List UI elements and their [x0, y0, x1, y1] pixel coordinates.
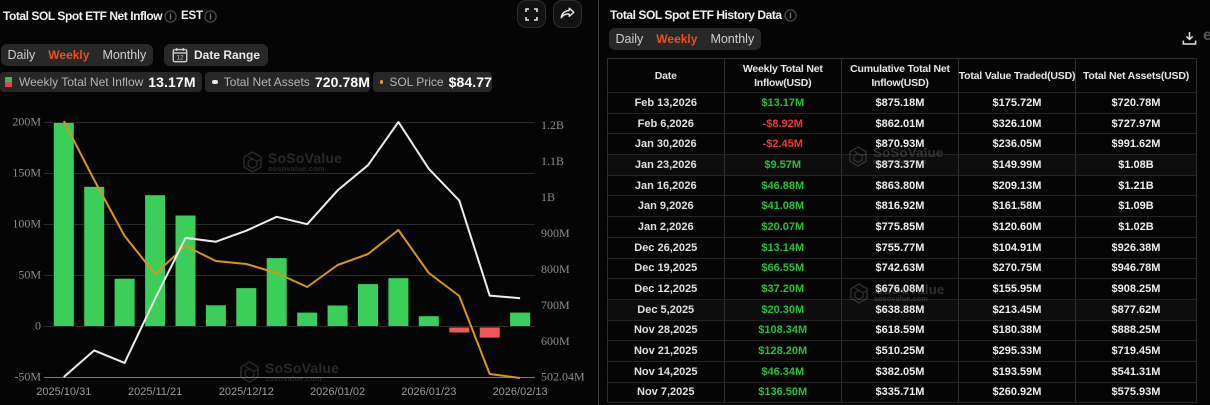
- svg-text:1.2B: 1.2B: [541, 118, 564, 132]
- svg-text:502.04M: 502.04M: [541, 370, 585, 384]
- svg-text:12: 12: [176, 54, 184, 61]
- svg-text:0: 0: [35, 319, 41, 333]
- svg-text:-50M: -50M: [14, 370, 41, 384]
- svg-text:2026/01/02: 2026/01/02: [310, 386, 365, 398]
- svg-text:600M: 600M: [541, 334, 570, 348]
- svg-text:800M: 800M: [541, 262, 570, 276]
- svg-text:50M: 50M: [18, 268, 41, 282]
- svg-text:2025/11/21: 2025/11/21: [128, 386, 182, 398]
- svg-text:100M: 100M: [12, 217, 41, 231]
- svg-text:1.1B: 1.1B: [541, 154, 564, 168]
- svg-text:2026/02/13: 2026/02/13: [493, 386, 548, 398]
- svg-text:2025/10/31: 2025/10/31: [36, 386, 91, 398]
- svg-text:2026/01/23: 2026/01/23: [401, 386, 456, 398]
- svg-text:200M: 200M: [12, 115, 41, 129]
- svg-text:2025/12/12: 2025/12/12: [219, 386, 274, 398]
- svg-text:900M: 900M: [541, 226, 570, 240]
- svg-text:700M: 700M: [541, 298, 570, 312]
- svg-text:150M: 150M: [12, 166, 41, 180]
- svg-text:1B: 1B: [541, 190, 555, 204]
